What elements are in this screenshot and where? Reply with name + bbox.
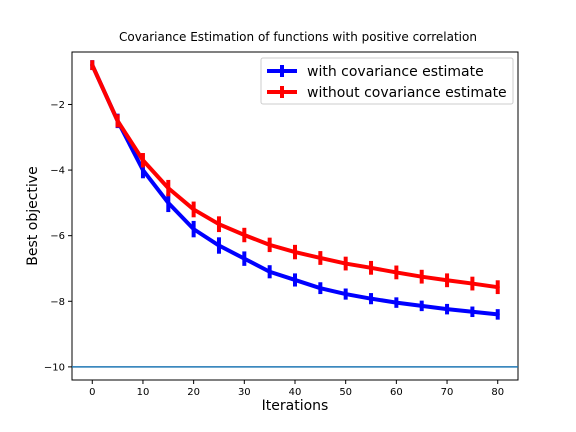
data-point bbox=[166, 201, 170, 205]
legend-item-2: without covariance estimate bbox=[267, 85, 507, 101]
legend-box bbox=[260, 57, 514, 105]
data-point bbox=[268, 270, 272, 274]
plot-area bbox=[71, 51, 519, 381]
data-point bbox=[445, 278, 449, 282]
data-point bbox=[470, 282, 474, 286]
data-point bbox=[192, 227, 196, 231]
legend-item-1: with covariance estimate bbox=[267, 64, 484, 80]
legend-label: without covariance estimate bbox=[307, 85, 507, 101]
legend: with covariance estimate without covarian… bbox=[260, 57, 514, 105]
data-point bbox=[242, 257, 246, 261]
data-point bbox=[242, 233, 246, 237]
y-tick-label: −10 bbox=[44, 362, 65, 373]
series-layer bbox=[90, 60, 500, 320]
series-2 bbox=[90, 60, 500, 295]
x-tick-label: 40 bbox=[289, 387, 302, 398]
data-point bbox=[217, 244, 221, 248]
data-point bbox=[394, 301, 398, 305]
data-point bbox=[420, 275, 424, 279]
x-tick-label: 20 bbox=[187, 387, 200, 398]
x-tick-label: 60 bbox=[390, 387, 403, 398]
data-point bbox=[344, 262, 348, 266]
x-tick-label: 70 bbox=[441, 387, 454, 398]
data-point bbox=[369, 266, 373, 270]
ticks-layer: 0 10 20 30 40 50 60 70 80 −10 −8 −6 −4 −2 bbox=[44, 100, 504, 398]
data-point bbox=[268, 243, 272, 247]
y-tick-label: −2 bbox=[50, 100, 65, 111]
x-tick-label: 0 bbox=[89, 387, 95, 398]
y-tick-label: −4 bbox=[50, 166, 65, 177]
y-axis-label: Best objective bbox=[25, 166, 41, 265]
data-point bbox=[445, 307, 449, 311]
x-tick-label: 50 bbox=[339, 387, 352, 398]
data-point bbox=[192, 207, 196, 211]
data-point bbox=[318, 256, 322, 260]
data-point bbox=[116, 119, 120, 123]
data-point bbox=[369, 297, 373, 301]
x-tick-label: 10 bbox=[137, 387, 150, 398]
chart-title: Covariance Estimation of functions with … bbox=[119, 30, 477, 44]
data-point bbox=[318, 286, 322, 290]
data-point bbox=[90, 63, 94, 67]
data-point bbox=[293, 250, 297, 254]
data-point bbox=[217, 222, 221, 226]
x-axis-label: Iterations bbox=[262, 398, 329, 414]
data-point bbox=[394, 270, 398, 274]
data-point bbox=[470, 310, 474, 314]
data-point bbox=[293, 278, 297, 282]
data-point bbox=[166, 186, 170, 190]
data-point bbox=[496, 285, 500, 289]
legend-label: with covariance estimate bbox=[307, 64, 484, 80]
data-point bbox=[141, 158, 145, 162]
data-point bbox=[496, 312, 500, 316]
x-tick-label: 80 bbox=[491, 387, 504, 398]
plot-frame bbox=[71, 51, 519, 381]
x-tick-label: 30 bbox=[238, 387, 251, 398]
data-point bbox=[141, 168, 145, 172]
y-tick-label: −8 bbox=[50, 297, 65, 308]
y-tick-label: −6 bbox=[50, 231, 65, 242]
data-point bbox=[420, 304, 424, 308]
data-point bbox=[344, 292, 348, 296]
legend-items: with covariance estimate without covarian… bbox=[267, 64, 507, 101]
